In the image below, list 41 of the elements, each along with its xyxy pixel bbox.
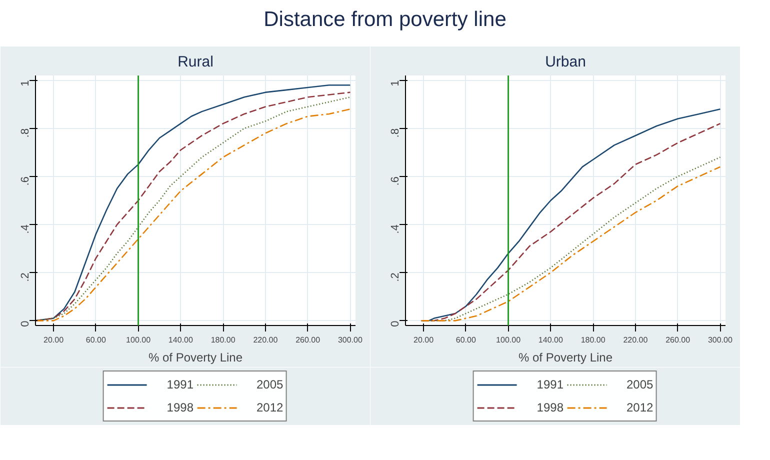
y-tick-label: .2 xyxy=(390,272,402,282)
legend-label: 1991 xyxy=(166,378,194,392)
x-tick-label: 220.00 xyxy=(623,336,648,344)
x-tick-label: 100.00 xyxy=(126,336,152,344)
x-tick-label: 300.00 xyxy=(708,336,733,344)
x-tick-label: 20.00 xyxy=(44,336,64,344)
x-tick-label: 260.00 xyxy=(666,336,691,344)
x-axis-title: % of Poverty Line xyxy=(518,350,613,364)
y-tick-label: .2 xyxy=(20,272,32,282)
legend-label: 2012 xyxy=(256,400,284,414)
y-tick-label: .4 xyxy=(20,224,32,234)
legend-label: 2012 xyxy=(626,400,654,414)
text: Distance from poverty line xyxy=(264,7,506,33)
y-tick-label: 1 xyxy=(390,80,402,86)
x-tick-label: 60.00 xyxy=(456,336,476,344)
y-tick-label: .6 xyxy=(390,176,402,186)
chart-title: Rural xyxy=(178,54,214,70)
x-axis-title: % of Poverty Line xyxy=(148,350,243,364)
y-tick-label: 1 xyxy=(20,80,32,86)
x-tick-label: 180.00 xyxy=(580,336,606,344)
y-tick-label: .8 xyxy=(390,128,402,138)
chart-title: Urban xyxy=(545,54,586,70)
x-tick-label: 300.00 xyxy=(338,336,363,344)
x-tick-label: 220.00 xyxy=(253,336,278,344)
x-tick-label: 260.00 xyxy=(296,336,321,344)
legend-label: 1991 xyxy=(536,378,564,392)
y-tick-label: 0 xyxy=(20,320,32,327)
legend-label: 2005 xyxy=(626,378,654,392)
x-tick-label: 100.00 xyxy=(496,336,522,344)
y-tick-label: .4 xyxy=(390,224,402,234)
x-tick-label: 180.00 xyxy=(210,336,236,344)
y-tick-label: .6 xyxy=(20,176,32,186)
x-tick-label: 140.00 xyxy=(538,336,564,344)
y-tick-label: 0 xyxy=(390,320,402,327)
x-tick-label: 140.00 xyxy=(168,336,194,344)
y-tick-label: .8 xyxy=(20,128,32,138)
x-tick-label: 60.00 xyxy=(86,336,106,344)
legend-label: 1998 xyxy=(536,400,564,414)
legend-label: 2005 xyxy=(256,378,284,392)
x-tick-label: 20.00 xyxy=(414,336,434,344)
legend-label: 1998 xyxy=(166,400,194,414)
